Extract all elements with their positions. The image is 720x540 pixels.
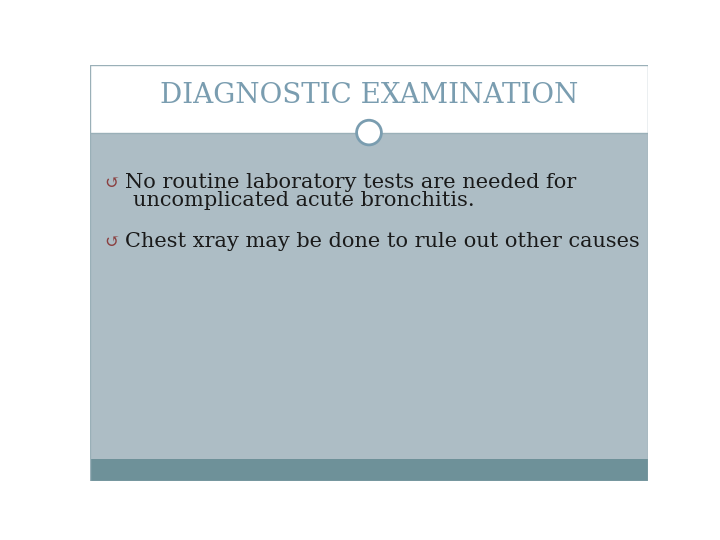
Bar: [90, 459, 648, 481]
Bar: [90, 65, 648, 132]
Text: uncomplicated acute bronchitis.: uncomplicated acute bronchitis.: [132, 191, 474, 210]
Text: Chest xray may be done to rule out other causes: Chest xray may be done to rule out other…: [125, 232, 639, 252]
Text: DIAGNOSTIC EXAMINATION: DIAGNOSTIC EXAMINATION: [160, 82, 578, 109]
Bar: [90, 132, 648, 459]
Text: No routine laboratory tests are needed for: No routine laboratory tests are needed f…: [125, 173, 576, 192]
Circle shape: [356, 120, 382, 145]
Text: ↺: ↺: [104, 233, 120, 251]
Text: ↺: ↺: [104, 174, 120, 192]
